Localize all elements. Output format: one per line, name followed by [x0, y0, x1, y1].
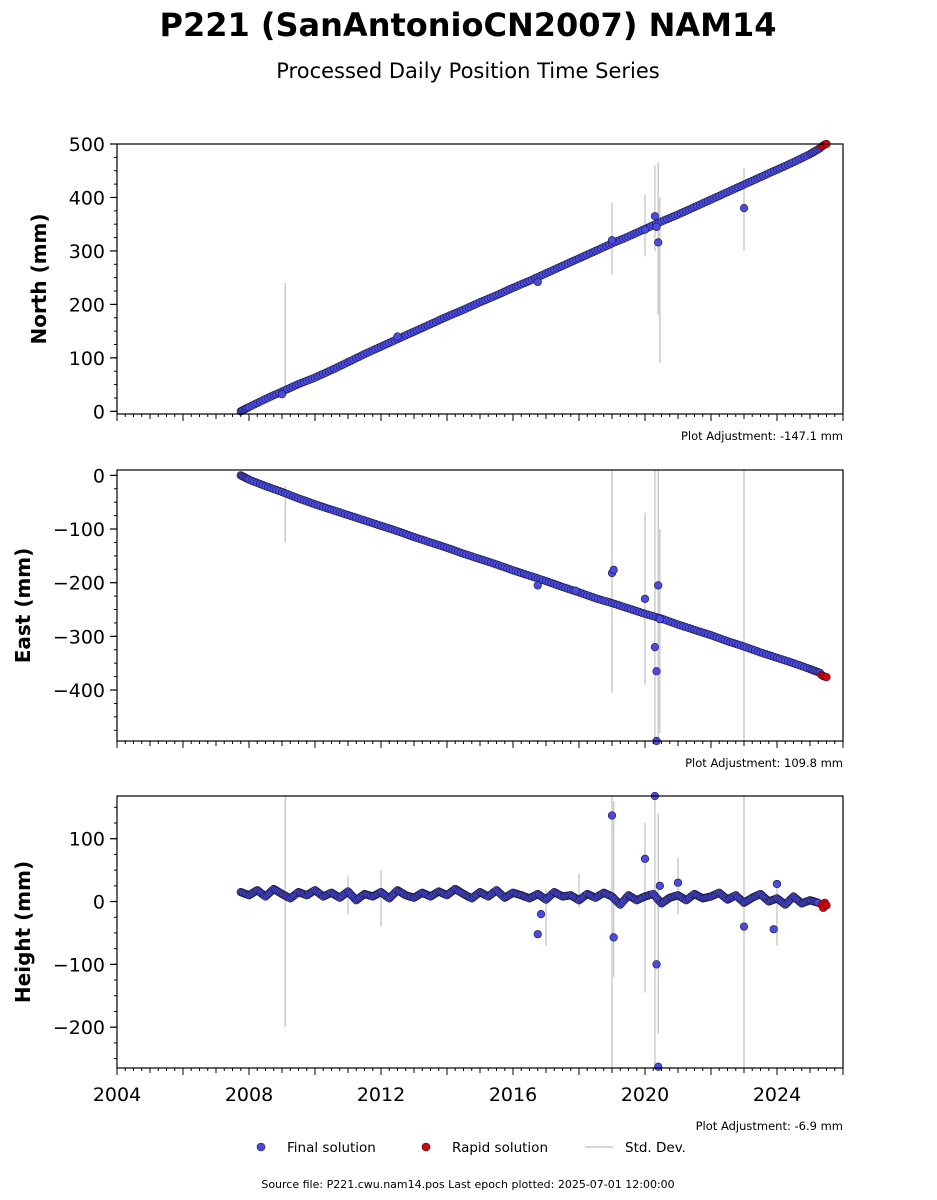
east-plot-adjustment: Plot Adjustment: 109.8 mm — [685, 756, 843, 770]
height-final-outlier — [640, 854, 650, 863]
height-final-outlier — [607, 811, 617, 820]
east-final-outlier — [654, 581, 663, 590]
east-y-tick-label: −400 — [53, 680, 105, 702]
height-final-outlier — [609, 933, 618, 942]
east-y-tick-label: −200 — [53, 573, 105, 595]
height-final-outlier — [533, 930, 542, 939]
north-y-axis-label: North (mm) — [27, 213, 51, 344]
height-x-tick-label: 2016 — [489, 1084, 537, 1106]
north-final-outlier — [652, 222, 661, 231]
north-final-outlier — [277, 390, 287, 399]
height-rapid-point — [822, 901, 831, 910]
height-final-outlier — [772, 879, 782, 889]
north-y-tick-label: 100 — [69, 348, 105, 370]
east-final-outlier — [609, 565, 618, 574]
east-final-outlier — [652, 667, 661, 676]
height-final-outlier — [536, 909, 546, 919]
height-final-outlier — [739, 922, 749, 931]
north-plot-adjustment: Plot Adjustment: -147.1 mm — [681, 429, 843, 443]
north-final-outlier — [654, 238, 663, 247]
north-final-outlier — [650, 212, 660, 221]
height-final-outlier — [769, 925, 778, 934]
panel-north: 0 100 200 300 400 500 North (mm) Plot Adjustmen… — [27, 134, 844, 443]
east-y-tick-label: −100 — [53, 519, 105, 541]
legend: Final solution Rapid solution Std. Dev. — [256, 1140, 686, 1156]
north-y-tick-label: 300 — [69, 241, 105, 263]
north-final-outlier — [607, 236, 617, 245]
height-y-axis-label: Height (mm) — [11, 861, 35, 1003]
height-y-tick-label: −200 — [53, 1017, 105, 1039]
legend-stddev-label: Std. Dev. — [625, 1140, 686, 1156]
north-y-tick-label: 0 — [93, 401, 105, 423]
east-axes-frame — [116, 469, 844, 742]
height-y-tick-label: 0 — [93, 892, 105, 914]
legend-final-marker — [256, 1142, 266, 1152]
height-x-tick-label: 2008 — [225, 1084, 273, 1106]
height-y-tick-label: −100 — [53, 954, 105, 976]
height-x-tick-label: 2012 — [357, 1084, 405, 1106]
north-y-tick-label: 400 — [69, 187, 105, 209]
east-y-tick-label: 0 — [93, 465, 105, 487]
north-y-tick-label: 200 — [69, 294, 105, 316]
height-final-outlier — [652, 960, 661, 969]
east-final-outlier — [655, 615, 664, 624]
north-y-tick-label: 500 — [69, 134, 105, 156]
north-final-outlier — [533, 277, 542, 287]
height-final-outlier — [654, 1062, 663, 1071]
north-axes-frame — [116, 143, 844, 415]
east-final-outlier — [640, 594, 650, 603]
east-final-outlier — [533, 581, 542, 590]
height-x-tick-label: 2024 — [753, 1084, 801, 1106]
east-final-outlier — [571, 586, 580, 595]
height-axes-frame — [116, 795, 844, 1069]
legend-rapid-marker — [421, 1142, 431, 1152]
legend-final-label: Final solution — [287, 1140, 376, 1156]
east-rapid-point — [822, 673, 831, 682]
figure-title: P221 (SanAntonioCN2007) NAM14 — [159, 6, 776, 44]
east-final-outlier — [650, 642, 660, 652]
panel-east: 0 −100 −200 −300 −400 East (mm) Plot Adjustmen… — [11, 465, 844, 770]
panel-height: 100 0 −100 −200 2004 2008 2012 2016 2020 2024 Heig… — [11, 791, 844, 1133]
north-final-outlier — [640, 225, 650, 234]
north-final-outlier — [393, 332, 402, 341]
height-final-outlier — [655, 881, 664, 890]
panels: 0 100 200 300 400 500 North (mm) Plot Adjustmen… — [11, 134, 844, 1133]
legend-rapid-label: Rapid solution — [452, 1140, 548, 1156]
north-final-outlier — [739, 204, 749, 213]
east-y-tick-label: −300 — [53, 626, 105, 648]
height-x-tick-label: 2020 — [621, 1084, 669, 1106]
height-y-tick-label: 100 — [69, 829, 105, 851]
height-x-tick-label: 2004 — [93, 1084, 141, 1106]
figure-subtitle: Processed Daily Position Time Series — [276, 59, 660, 83]
height-final-outlier — [673, 878, 683, 887]
height-plot-adjustment: Plot Adjustment: -6.9 mm — [696, 1119, 843, 1133]
source-note: Source file: P221.cwu.nam14.pos Last epo… — [261, 1178, 674, 1191]
east-y-axis-label: East (mm) — [11, 548, 35, 664]
